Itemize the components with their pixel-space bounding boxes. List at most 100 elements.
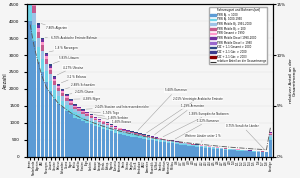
Bar <box>167 143 170 156</box>
Text: 1,74% Togo: 1,74% Togo <box>90 111 119 115</box>
Bar <box>45 59 48 64</box>
Bar <box>110 124 113 125</box>
Bar <box>94 120 97 122</box>
Bar <box>196 146 199 147</box>
Bar <box>110 129 113 132</box>
Bar <box>175 142 178 143</box>
Bar <box>163 142 166 156</box>
Bar <box>216 149 219 156</box>
Text: 1,60% Kosovo: 1,60% Kosovo <box>98 117 130 124</box>
Text: 5,83% Litauen: 5,83% Litauen <box>53 56 78 64</box>
Bar <box>65 96 69 98</box>
Bar <box>32 13 36 25</box>
Bar <box>49 66 52 68</box>
Bar <box>187 144 191 145</box>
Bar <box>122 131 126 133</box>
Bar <box>69 114 73 156</box>
Bar <box>151 137 154 138</box>
Bar <box>98 119 101 120</box>
Bar <box>248 151 252 156</box>
Bar <box>179 143 183 145</box>
Bar <box>122 135 126 156</box>
Bar <box>244 150 248 151</box>
Bar <box>126 130 130 131</box>
Bar <box>32 1 36 6</box>
Bar <box>191 144 195 145</box>
Bar <box>269 135 272 137</box>
Bar <box>232 149 236 150</box>
Bar <box>138 135 142 136</box>
Bar <box>134 137 138 156</box>
Bar <box>85 123 89 156</box>
Bar <box>253 151 256 152</box>
Bar <box>138 134 142 135</box>
Bar <box>61 90 64 91</box>
Bar <box>142 135 146 136</box>
Bar <box>89 116 93 118</box>
Bar <box>94 118 97 119</box>
Bar <box>200 146 203 147</box>
Bar <box>142 134 146 135</box>
Bar <box>151 139 154 140</box>
Bar <box>253 152 256 156</box>
Bar <box>32 0 36 1</box>
Bar <box>69 99 73 100</box>
Bar <box>102 122 105 124</box>
Bar <box>89 121 93 124</box>
Bar <box>81 121 85 156</box>
Bar <box>45 53 48 54</box>
Bar <box>269 133 272 134</box>
Bar <box>61 108 64 156</box>
Bar <box>28 21 32 156</box>
Bar <box>171 140 175 141</box>
Bar <box>40 51 44 59</box>
Bar <box>57 104 60 156</box>
Bar <box>175 143 178 144</box>
Bar <box>134 135 138 137</box>
Bar <box>126 136 130 156</box>
Bar <box>163 141 166 142</box>
Text: 1,98% Europäische Nationen: 1,98% Europäische Nationen <box>163 112 229 137</box>
Bar <box>49 74 52 81</box>
Bar <box>49 68 52 70</box>
Bar <box>147 138 150 140</box>
Bar <box>159 142 162 156</box>
Bar <box>134 132 138 133</box>
Bar <box>130 133 134 134</box>
Bar <box>106 130 109 156</box>
Y-axis label: relativer Anteil an der
Gesamtmenge: relativer Anteil an der Gesamtmenge <box>289 58 297 103</box>
Bar <box>155 137 158 138</box>
Bar <box>232 150 236 156</box>
Bar <box>61 91 64 93</box>
Bar <box>212 147 215 148</box>
Bar <box>147 135 150 136</box>
Bar <box>204 148 207 156</box>
Bar <box>114 128 117 129</box>
Bar <box>118 128 122 129</box>
Bar <box>94 126 97 156</box>
Bar <box>196 147 199 156</box>
Bar <box>102 121 105 122</box>
Bar <box>45 71 48 82</box>
Bar <box>40 38 44 39</box>
Bar <box>98 124 101 127</box>
Text: 1,19% Armenien: 1,19% Armenien <box>154 104 204 135</box>
Bar <box>244 151 248 156</box>
Bar <box>94 122 97 126</box>
Bar <box>32 25 36 41</box>
Bar <box>77 109 81 111</box>
Bar <box>265 152 268 156</box>
Text: 9,02% Niederlanden: 9,02% Niederlanden <box>0 177 1 178</box>
Bar <box>261 152 264 156</box>
Bar <box>85 119 89 123</box>
Bar <box>85 114 89 116</box>
Bar <box>118 130 122 131</box>
Bar <box>130 134 134 137</box>
Bar <box>110 127 113 129</box>
Bar <box>65 98 69 101</box>
Bar <box>228 149 232 150</box>
Bar <box>228 150 232 156</box>
Bar <box>106 122 109 123</box>
Bar <box>155 141 158 156</box>
Bar <box>200 145 203 146</box>
